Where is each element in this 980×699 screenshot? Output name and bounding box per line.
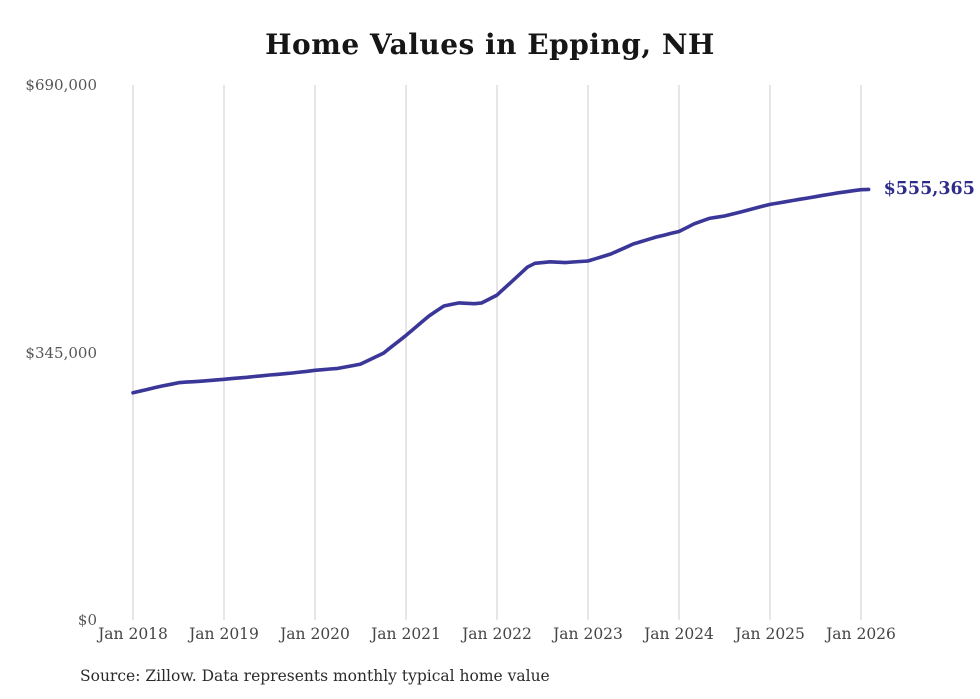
gridlines	[132, 85, 862, 620]
y-tick-label: $345,000	[25, 343, 97, 362]
end-value-label: $555,365	[883, 179, 975, 200]
source-note: Source: Zillow. Data represents monthly …	[80, 667, 550, 685]
home-value-series	[131, 187, 871, 395]
x-tick-label: Jan 2021	[371, 625, 441, 643]
x-tick-label: Jan 2026	[826, 625, 896, 643]
x-tick-label: Jan 2023	[553, 625, 623, 643]
x-tick-label: Jan 2022	[462, 625, 532, 643]
x-tick-label: Jan 2025	[735, 625, 805, 643]
y-tick-label: $0	[77, 611, 97, 629]
x-tick-label: Jan 2018	[98, 625, 168, 643]
home-value-line	[131, 187, 871, 395]
x-tick-label: Jan 2020	[280, 625, 350, 643]
x-tick-label: Jan 2024	[644, 625, 714, 643]
x-tick-label: Jan 2019	[189, 625, 259, 643]
chart-title: Home Values in Epping, NH	[265, 28, 715, 61]
y-tick-label: $690,000	[25, 76, 97, 94]
